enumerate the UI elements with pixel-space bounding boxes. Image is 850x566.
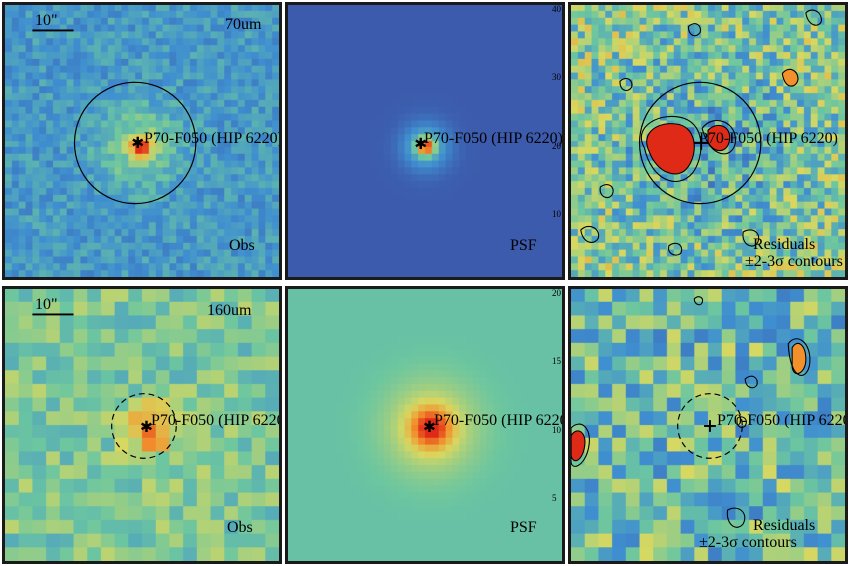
panel-160um-obs: ✱ 10" 160um P70-F050 (HIP 6220) Obs [2,286,282,564]
panel-160um-psf: ✱ P70-F050 (HIP 6220) PSF 20 15 10 5 [285,286,565,564]
panel-70um-obs: ✱ 10" 70um P70-F050 (HIP 6220) Obs [2,2,282,280]
source-label: P70-F050 (HIP 6220) [717,412,848,429]
source-label: P70-F050 (HIP 6220) [699,130,838,147]
star-marker: ✱ [140,419,153,436]
source-label: P70-F050 (HIP 6220) [144,130,282,147]
overlay-70um-obs: ✱ [32,29,197,205]
residuals-label: Residuals [753,517,816,534]
aperture-circle [73,81,197,205]
image-70um-obs [5,5,279,277]
aperture-circle [638,81,762,205]
right-tick-4: 5 [552,493,557,503]
panel-70um-residuals: P70-F050 (HIP 6220) Residuals ±2-3σ cont… [568,2,848,280]
obs-label: Obs [227,519,253,536]
image-160um-psf [288,289,562,561]
right-tick-2: 15 [552,356,561,366]
aperture-circle [111,393,177,459]
residuals-label: Residuals [753,236,816,253]
star-marker: ✱ [131,135,144,152]
band-label: 160um [207,302,252,319]
image-70um-psf [288,5,562,277]
right-tick-3: 10 [552,425,561,435]
overlay-160um-psf: ✱ [423,419,436,436]
overlay-160um-residuals [571,296,811,528]
psf-label: PSF [510,237,537,254]
band-label: 70um [225,16,262,33]
panel-70um-psf: ✱ P70-F050 (HIP 6220) PSF 40 30 20 10 [285,2,565,280]
right-tick-4: 10 [552,209,561,219]
center-cross [704,420,716,432]
right-tick-1: 40 [552,4,561,14]
obs-label: Obs [229,237,255,254]
source-label: P70-F050 (HIP 6220) [424,130,563,147]
right-tick-3: 20 [552,141,561,151]
scale-bar-label: 10" [35,296,58,313]
contours-label: ±2-3σ contours [699,534,797,551]
image-160um-obs [5,289,279,561]
center-cross [694,136,708,150]
psf-label: PSF [510,519,537,536]
source-label: P70-F050 (HIP 6220) [434,412,565,429]
panel-160um-residuals: P70-F050 (HIP 6220) Residuals ±2-3σ cont… [568,286,848,564]
overlay-70um-psf: ✱ [414,136,427,153]
contours-label: ±2-3σ contours [745,253,843,270]
aperture-circle [677,393,743,459]
residual-contours [580,9,823,256]
right-tick-1: 20 [552,288,561,298]
source-label: P70-F050 (HIP 6220) [151,412,282,429]
star-marker: ✱ [414,136,427,153]
right-tick-2: 30 [552,72,561,82]
residual-contours [571,296,811,528]
overlay-70um-residuals [580,9,823,256]
overlay-160um-obs: ✱ [32,313,177,459]
scale-bar-label: 10" [35,12,58,29]
star-marker: ✱ [423,419,436,436]
